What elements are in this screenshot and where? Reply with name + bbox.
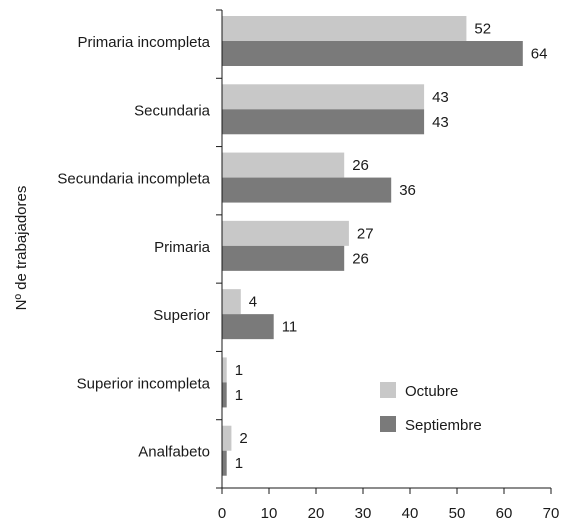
value-label: 11 (282, 319, 298, 336)
value-label: 36 (399, 182, 416, 199)
x-tick-label: 40 (402, 505, 419, 522)
x-tick-label: 60 (496, 505, 513, 522)
category-label: Secundaria (134, 102, 211, 119)
bar-octubre-3 (222, 220, 349, 246)
legend-label: Octubre (405, 383, 458, 400)
bar-septiembre-3 (222, 245, 345, 271)
category-label: Superior incompleta (77, 375, 211, 392)
value-label: 43 (432, 114, 449, 131)
bars-group (222, 16, 523, 476)
value-label: 2 (239, 430, 247, 447)
category-label: Superior (153, 307, 210, 324)
bar-septiembre-6 (222, 450, 227, 476)
bar-septiembre-1 (222, 109, 425, 135)
category-label: Primaria incompleta (77, 34, 210, 51)
bar-octubre-4 (222, 289, 241, 315)
category-label: Secundaria incompleta (57, 171, 210, 188)
value-label: 43 (432, 89, 449, 106)
value-label: 1 (235, 455, 243, 472)
value-label: 1 (235, 387, 243, 404)
value-label: 64 (531, 46, 548, 63)
value-label: 52 (474, 21, 491, 38)
x-tick-label: 70 (543, 505, 560, 522)
category-labels-group: Primaria incompleta Secundaria Secundaria … (57, 34, 210, 461)
legend: Octubre Septiembre (380, 382, 482, 434)
value-label: 26 (352, 250, 369, 267)
value-label: 4 (249, 294, 257, 311)
category-label: Analfabeto (138, 444, 210, 461)
x-tick-label: 0 (218, 505, 226, 522)
bar-septiembre-2 (222, 177, 392, 203)
bar-octubre-1 (222, 84, 425, 110)
bar-octubre-0 (222, 16, 467, 41)
x-tick-label: 10 (261, 505, 278, 522)
value-label: 26 (352, 157, 369, 174)
category-label: Primaria (154, 239, 210, 256)
bar-octubre-5 (222, 357, 227, 383)
axes-group: 0 10 20 30 40 50 60 70 (216, 9, 560, 522)
bar-septiembre-0 (222, 41, 523, 66)
x-tick-label: 30 (355, 505, 372, 522)
x-tick-label: 50 (449, 505, 466, 522)
legend-swatch (380, 382, 396, 398)
bar-octubre-6 (222, 425, 232, 451)
y-axis-label: Nº de trabajadores (13, 186, 30, 311)
bar-septiembre-5 (222, 382, 227, 408)
value-label: 27 (357, 225, 374, 242)
value-label: 1 (235, 362, 243, 379)
legend-label: Septiembre (405, 417, 482, 434)
legend-swatch (380, 416, 396, 432)
x-tick-label: 20 (308, 505, 325, 522)
bar-septiembre-4 (222, 314, 274, 340)
bar-octubre-2 (222, 152, 345, 178)
